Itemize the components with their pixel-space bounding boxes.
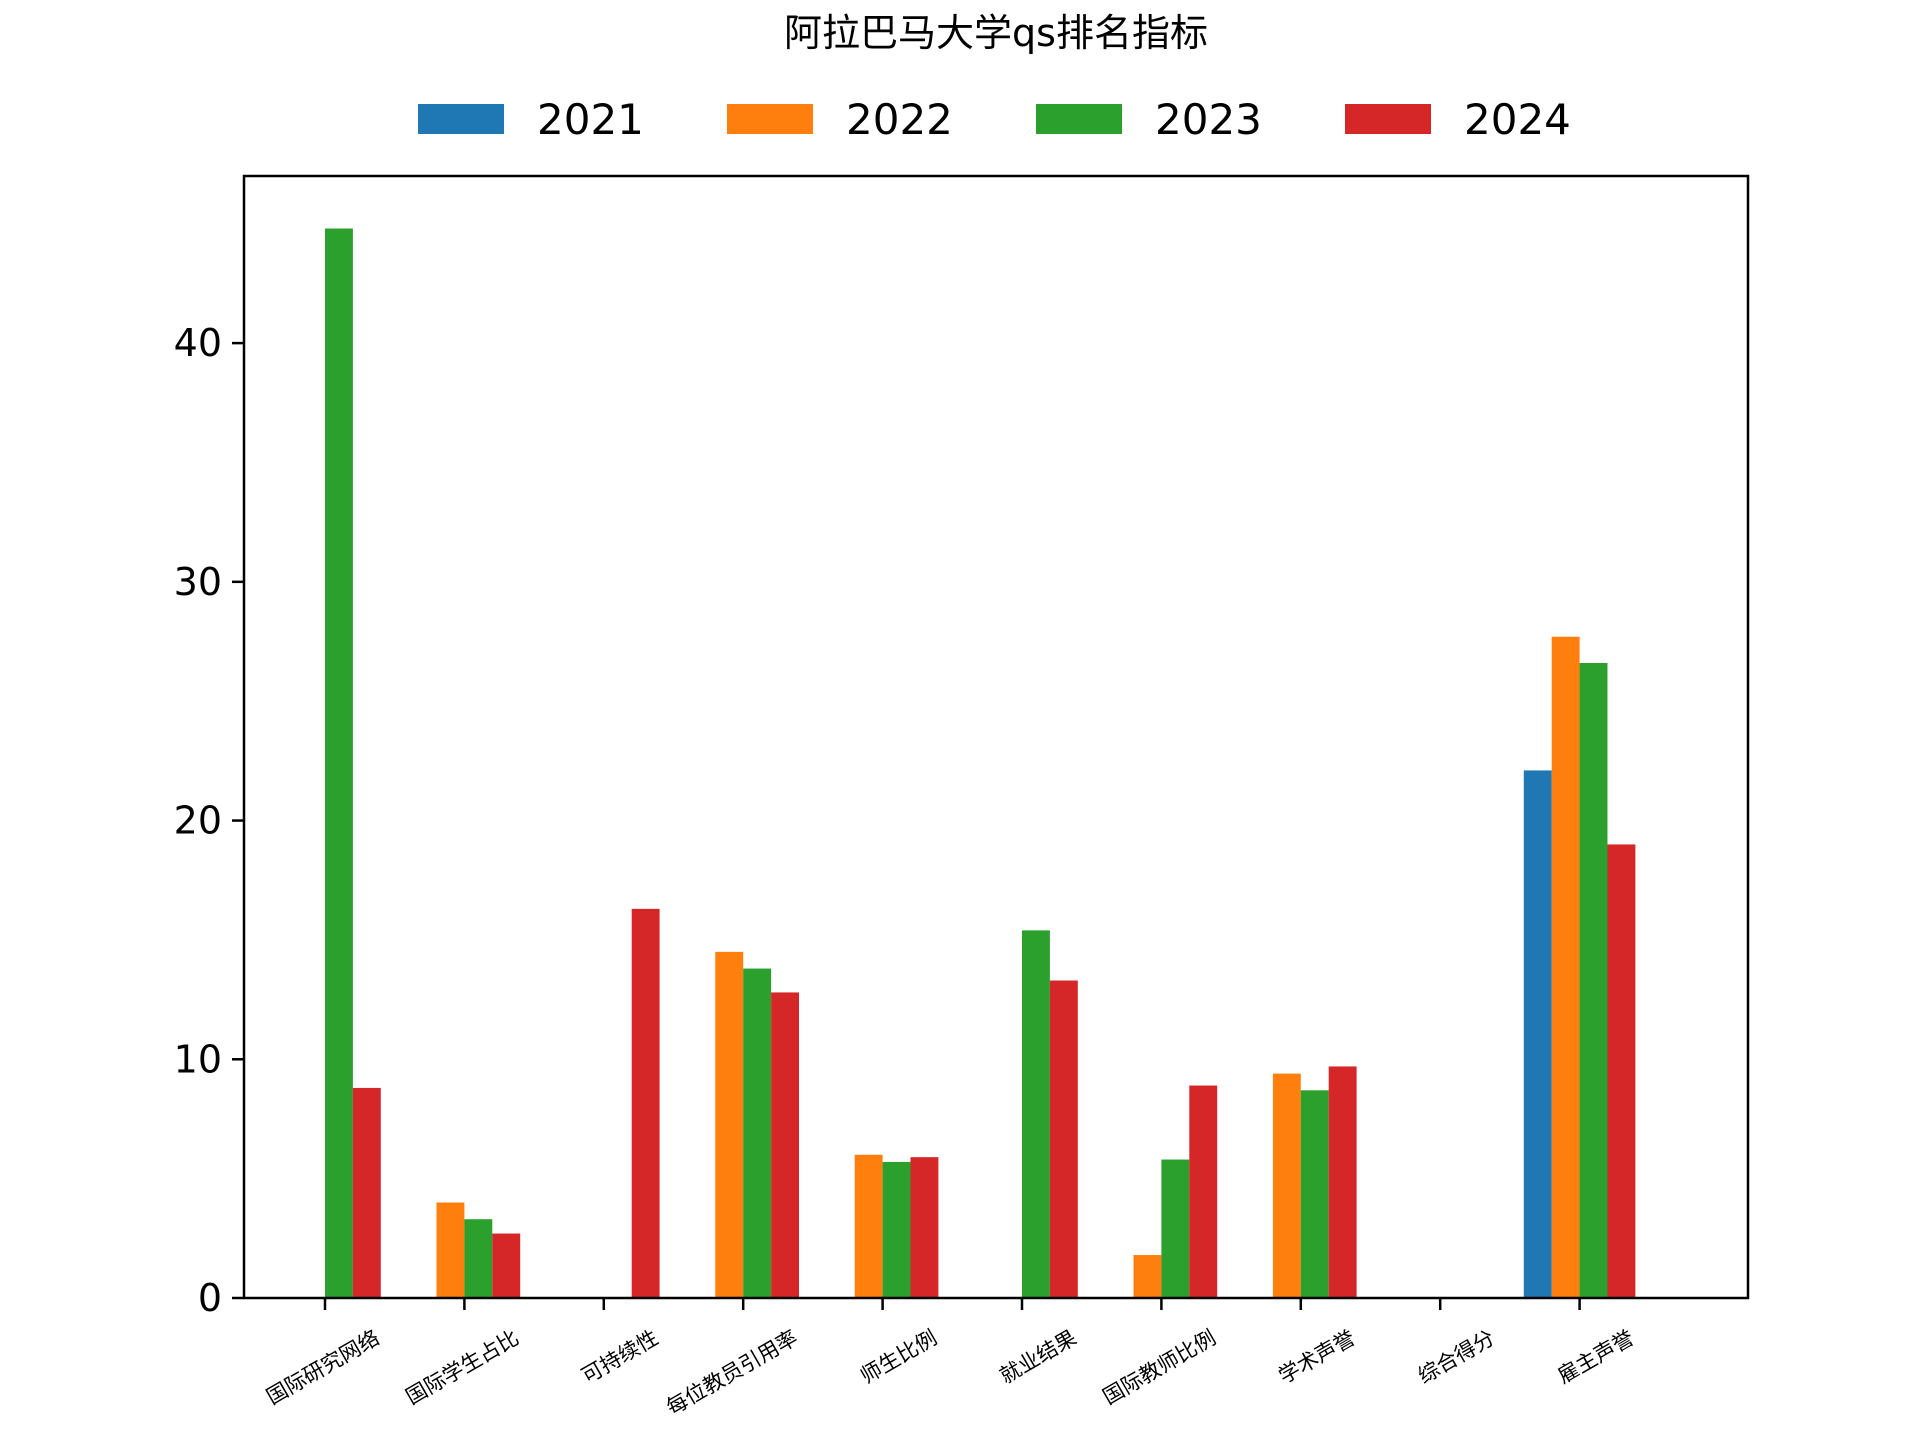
x-tick-label-3: 可持续性 [578, 1326, 663, 1389]
x-tick-label-6: 就业结果 [996, 1326, 1081, 1389]
y-tick-label: 40 [174, 321, 222, 365]
y-tick-label: 30 [174, 560, 222, 604]
legend-label-2024: 2024 [1464, 95, 1571, 144]
bar-2024-8 [1328, 1066, 1357, 1298]
bar-2021-10 [1523, 770, 1552, 1298]
chart-title: 阿拉巴马大学qs排名指标 [784, 11, 1208, 55]
bar-2024-4 [771, 992, 799, 1298]
y-axis: 0 10 20 30 40 [174, 321, 244, 1320]
bar-2023-1 [325, 228, 353, 1298]
bar-2024-7 [1189, 1085, 1218, 1298]
x-axis: 国际研究网络 国际学生占比 可持续性 每位教员引用率 师生比例 就业结果 国际教师比例 学术声… [262, 1298, 1638, 1420]
x-tick-label-10: 雇主声誉 [1553, 1326, 1638, 1389]
legend-label-2022: 2022 [846, 95, 953, 144]
y-tick-label: 10 [174, 1037, 222, 1081]
legend-label-2021: 2021 [537, 95, 644, 144]
bar-2022-4 [715, 951, 744, 1298]
legend-label-2023: 2023 [1155, 95, 1262, 144]
x-tick-label-4: 每位教员引用率 [662, 1326, 801, 1420]
bar-2023-10 [1579, 663, 1608, 1298]
legend-swatch-2021 [418, 104, 504, 134]
bar-2024-10 [1607, 844, 1636, 1298]
bar-2024-3 [631, 908, 660, 1298]
bar-2022-8 [1272, 1073, 1301, 1298]
plot-frame [242, 174, 1750, 1300]
x-tick-label-8: 学术声誉 [1275, 1326, 1360, 1389]
x-tick-label-2: 国际学生占比 [402, 1326, 523, 1410]
bar-2022-5 [854, 1154, 883, 1298]
bar-2024-5 [910, 1157, 939, 1298]
bar-2024-1 [352, 1087, 381, 1298]
x-tick-label-7: 国际教师比例 [1099, 1326, 1220, 1410]
x-tick-label-5: 师生比例 [856, 1326, 941, 1389]
bar-2024-6 [1049, 980, 1078, 1298]
bar-2022-10 [1551, 636, 1580, 1298]
bar-2022-2 [436, 1202, 465, 1298]
x-tick-label-9: 综合得分 [1414, 1326, 1499, 1389]
y-tick-label: 0 [198, 1276, 222, 1320]
legend-swatch-2024 [1345, 104, 1431, 134]
bar-2024-2 [492, 1233, 521, 1298]
bar-2023-7 [1161, 1159, 1190, 1298]
legend-swatch-2022 [727, 104, 813, 134]
bar-2023-4 [743, 968, 772, 1298]
x-tick-label-1: 国际研究网络 [262, 1326, 383, 1410]
legend: 2021 2022 2023 2024 [418, 95, 1571, 144]
y-tick-label: 20 [174, 799, 222, 843]
bar-2023-8 [1300, 1090, 1329, 1298]
legend-swatch-2023 [1036, 104, 1122, 134]
bar-2023-2 [464, 1219, 493, 1298]
bar-2023-5 [882, 1161, 911, 1298]
bar-2022-7 [1133, 1255, 1162, 1298]
bars-group [325, 228, 1636, 1298]
bar-2023-6 [1022, 930, 1050, 1298]
